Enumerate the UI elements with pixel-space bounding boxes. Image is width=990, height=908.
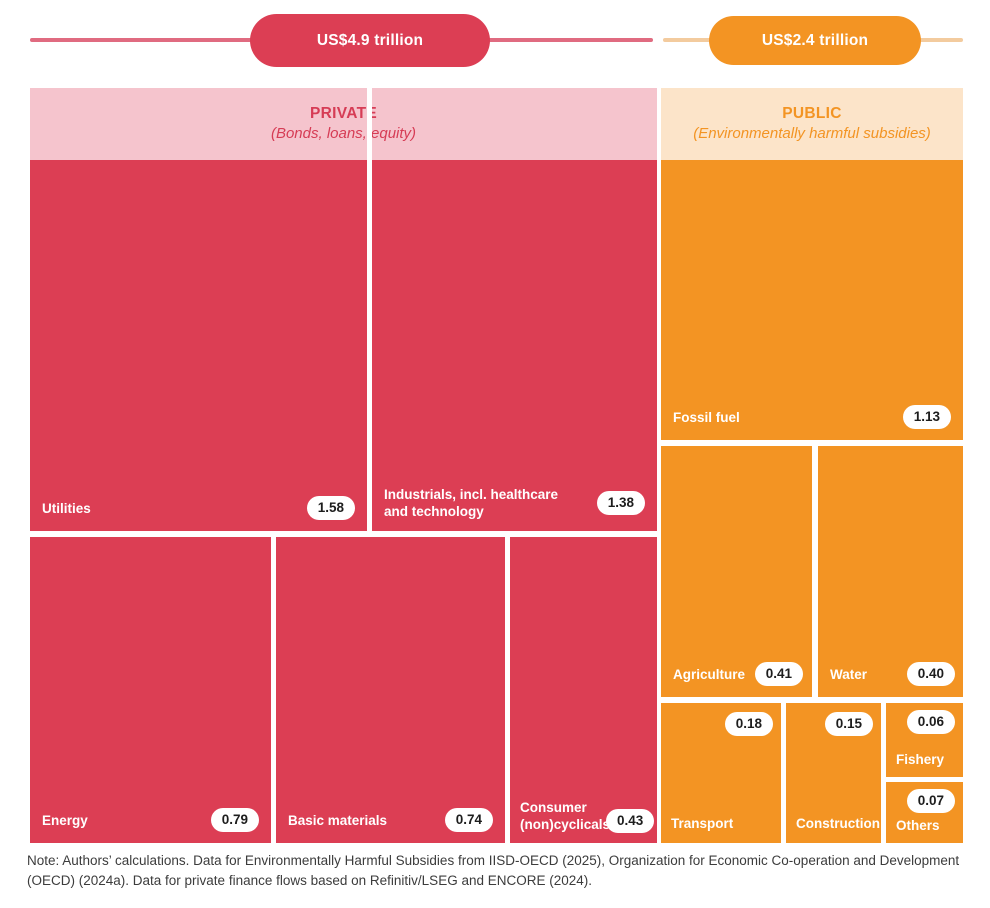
treemap-cell-fossil-fuel: Fossil fuel 1.13 — [661, 160, 963, 440]
public-header-title: PUBLIC — [782, 105, 842, 122]
value-badge: 1.58 — [306, 496, 355, 520]
value-badge: 0.40 — [906, 662, 955, 686]
treemap-cell-industrials: Industrials, incl. healthcare and techno… — [372, 160, 657, 531]
public-total-pill: US$2.4 trillion — [709, 16, 921, 65]
value-badge: 1.13 — [902, 405, 951, 429]
private-header-divider — [367, 88, 372, 160]
value-badge: 1.38 — [596, 491, 645, 515]
value-badge: 0.15 — [824, 712, 873, 736]
cell-label: Water — [830, 666, 868, 682]
cell-label: Industrials, incl. healthcare and techno… — [384, 487, 559, 519]
treemap-cell-consumer-noncyclicals: Consumer (non)cyclicals 0.43 — [510, 537, 657, 843]
cell-label: Consumer (non)cyclicals — [520, 800, 611, 832]
private-total-pill: US$4.9 trillion — [250, 14, 490, 67]
treemap-cell-transport: 0.18 Transport — [661, 703, 781, 843]
private-header-subtitle: (Bonds, loans, equity) — [270, 125, 417, 142]
private-total-label: US$4.9 trillion — [316, 31, 424, 49]
treemap-cell-water: Water 0.40 — [818, 446, 963, 697]
treemap-cell-utilities: Utilities 1.58 — [30, 160, 367, 531]
treemap-cell-construction: 0.15 Construction — [786, 703, 881, 843]
value-badge: 0.41 — [754, 662, 803, 686]
cell-label: Construction — [796, 816, 880, 831]
cell-label: Transport — [671, 816, 734, 831]
public-total-label: US$2.4 trillion — [761, 31, 869, 49]
cell-label: Basic materials — [288, 812, 388, 828]
cell-label: Agriculture — [673, 666, 746, 682]
treemap-cell-basic-materials: Basic materials 0.74 — [276, 537, 505, 843]
value-badge: 0.07 — [906, 789, 955, 813]
private-column-header: PRIVATE (Bonds, loans, equity) — [30, 88, 657, 160]
value-badge: 0.79 — [210, 808, 259, 832]
public-column-header: PUBLIC (Environmentally harmful subsidie… — [661, 88, 963, 160]
value-badge: 0.74 — [444, 808, 493, 832]
value-badge: 0.06 — [906, 710, 955, 734]
cell-label: Utilities — [42, 500, 91, 516]
treemap-cell-others: 0.07 Others — [886, 782, 963, 843]
value-badge: 0.43 — [606, 809, 655, 833]
treemap-cell-fishery: 0.06 Fishery — [886, 703, 963, 777]
treemap-cell-energy: Energy 0.79 — [30, 537, 271, 843]
public-header-subtitle: (Environmentally harmful subsidies) — [693, 125, 931, 142]
treemap-cell-agriculture: Agriculture 0.41 — [661, 446, 812, 697]
cell-label: Fishery — [896, 752, 945, 767]
cell-label: Others — [896, 818, 940, 833]
cell-label: Fossil fuel — [673, 409, 740, 425]
private-header-title: PRIVATE — [310, 105, 377, 122]
cell-label: Energy — [42, 812, 88, 828]
figure-note: Note: Authors’ calculations. Data for En… — [27, 853, 960, 888]
value-badge: 0.18 — [724, 712, 773, 736]
